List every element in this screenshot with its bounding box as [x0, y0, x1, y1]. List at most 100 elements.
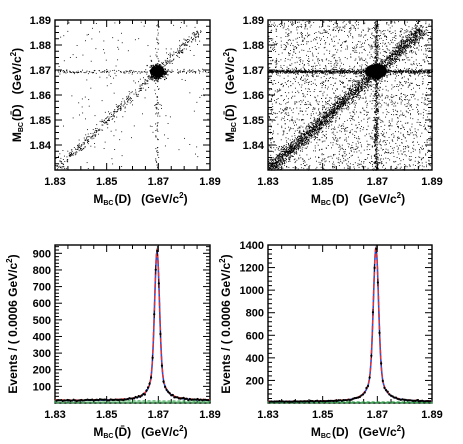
data-point — [349, 21, 351, 23]
data-point — [297, 137, 298, 139]
data-point — [347, 34, 349, 36]
data-point — [397, 42, 399, 44]
data-point — [313, 150, 315, 152]
data-point — [412, 147, 413, 149]
data-point — [406, 122, 408, 124]
data-point — [289, 139, 291, 141]
data-point — [309, 122, 311, 124]
data-point — [398, 127, 400, 129]
data-point — [329, 77, 331, 79]
data-point — [298, 144, 300, 146]
data-point — [297, 168, 299, 170]
data-point — [325, 42, 327, 44]
data-point — [274, 61, 276, 63]
data-point — [387, 158, 389, 159]
data-point — [360, 144, 362, 146]
data-point — [123, 72, 125, 74]
data-point — [295, 101, 297, 103]
data-point — [86, 136, 88, 138]
data-point — [302, 62, 304, 64]
data-point — [337, 144, 339, 146]
data-point — [339, 169, 341, 171]
data-point — [407, 145, 409, 147]
data-point — [304, 161, 306, 163]
data-point — [384, 30, 386, 32]
data-point — [407, 41, 409, 43]
data-point — [286, 66, 288, 68]
data-point — [397, 120, 399, 122]
data-point — [167, 123, 169, 124]
data-point — [330, 121, 332, 123]
data-point — [117, 105, 119, 107]
data-point — [429, 36, 431, 38]
data-point — [401, 59, 403, 61]
data-point — [428, 23, 430, 25]
data-point — [315, 150, 316, 152]
data-point — [414, 134, 416, 136]
data-point — [196, 32, 198, 34]
data-point — [402, 77, 404, 79]
data-point — [353, 109, 355, 111]
data-point — [322, 107, 324, 108]
data-point — [318, 149, 320, 151]
data-point — [121, 101, 123, 103]
data-point — [269, 89, 271, 91]
data-point — [353, 94, 355, 95]
data-point — [424, 99, 426, 101]
data-point — [304, 26, 306, 28]
data-point — [270, 46, 272, 48]
data-point — [290, 85, 292, 87]
data-point — [84, 72, 86, 74]
data-point — [391, 97, 393, 98]
data-point — [319, 20, 321, 22]
data-point — [356, 73, 358, 75]
data-point — [396, 145, 398, 147]
data-point — [369, 135, 371, 137]
data-point — [397, 126, 398, 128]
data-point — [189, 45, 191, 47]
data-point — [281, 83, 283, 85]
data-point — [187, 41, 189, 43]
data-point — [269, 129, 271, 131]
data-point — [359, 69, 361, 71]
data-point — [407, 108, 409, 110]
data-point — [304, 81, 306, 83]
data-point — [268, 78, 269, 80]
data-point — [303, 129, 305, 131]
data-point — [136, 72, 138, 74]
data-point — [361, 31, 362, 33]
data-point — [313, 91, 315, 93]
data-point — [326, 107, 328, 109]
data-point — [112, 115, 114, 117]
data-point — [404, 54, 406, 56]
data-point — [196, 36, 198, 38]
data-point — [287, 58, 289, 60]
data-point — [426, 164, 428, 166]
data-point — [74, 169, 76, 171]
data-point — [365, 40, 367, 42]
data-point — [156, 103, 158, 105]
data-point — [314, 33, 315, 35]
data-point — [303, 119, 305, 121]
data-point — [429, 128, 431, 130]
data-point — [180, 50, 182, 51]
data-point — [294, 101, 296, 103]
data-point — [298, 142, 300, 144]
data-point — [425, 48, 426, 50]
data-point — [160, 65, 162, 67]
data-point — [398, 81, 400, 83]
data-point — [360, 74, 362, 76]
data-point — [338, 57, 340, 59]
data-point — [325, 111, 327, 113]
data-point — [152, 76, 155, 78]
data-point — [161, 107, 162, 109]
data-point — [380, 82, 382, 84]
data-point — [138, 88, 140, 90]
data-point — [280, 157, 282, 159]
data-point — [350, 26, 352, 28]
data-point — [160, 64, 162, 66]
data-point — [297, 26, 298, 28]
data-point — [407, 95, 409, 96]
data-point — [331, 40, 333, 42]
data-point — [163, 74, 165, 76]
